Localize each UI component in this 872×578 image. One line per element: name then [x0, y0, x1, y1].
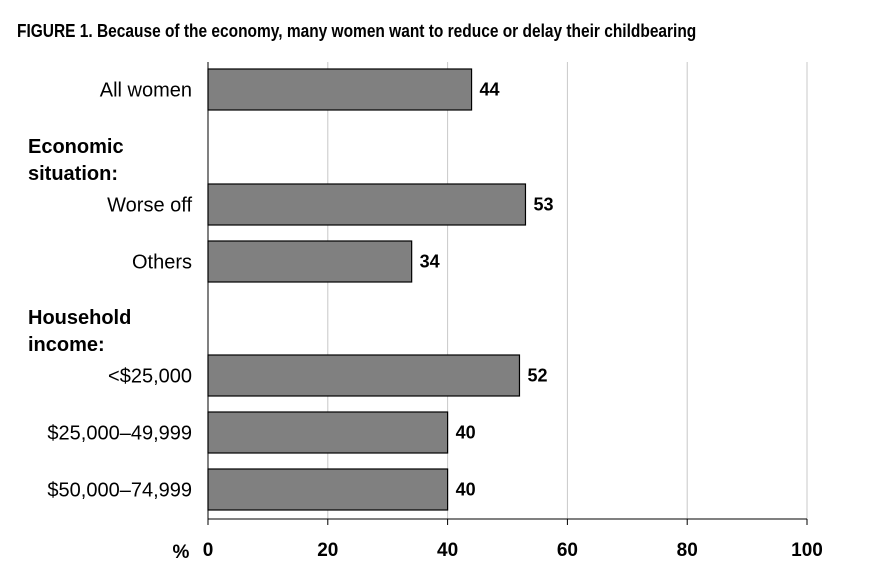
- x-tick-label: 100: [791, 540, 823, 561]
- category-label: Others: [132, 252, 192, 274]
- category-label: All women: [100, 80, 192, 102]
- bar: [207, 240, 413, 283]
- data-label: 53: [533, 195, 553, 215]
- group-label: income:: [28, 334, 105, 356]
- bars: [207, 68, 527, 511]
- category-label: Worse off: [107, 195, 192, 217]
- category-labels: All women 44 Economic situation: Worse off 53…: [28, 80, 554, 502]
- x-tick-label: 40: [437, 540, 458, 561]
- bar: [207, 183, 527, 226]
- x-tick-label: 60: [557, 540, 578, 561]
- group-label: Economic: [28, 136, 124, 158]
- x-tick-label: 0: [203, 540, 214, 561]
- bar: [207, 468, 449, 511]
- data-label: 44: [480, 80, 500, 100]
- x-axis-label: %: [173, 542, 190, 563]
- chart-title: FIGURE 1. Because of the economy, many w…: [17, 21, 697, 41]
- bar: [207, 68, 473, 111]
- data-label: 40: [456, 423, 476, 443]
- data-label: 52: [527, 366, 547, 386]
- data-label: 40: [456, 480, 476, 500]
- data-label: 34: [420, 252, 440, 272]
- bar: [207, 411, 449, 454]
- x-axis: 0 20 40 60 80 100%: [173, 62, 823, 563]
- group-label: situation:: [28, 163, 118, 185]
- category-label: $50,000–74,999: [47, 480, 192, 502]
- x-tick-label: 80: [677, 540, 698, 561]
- group-label: Household: [28, 307, 131, 329]
- x-tick-label: 20: [317, 540, 338, 561]
- bar: [207, 354, 521, 397]
- category-label: $25,000–49,999: [47, 423, 192, 445]
- category-label: <$25,000: [108, 366, 192, 388]
